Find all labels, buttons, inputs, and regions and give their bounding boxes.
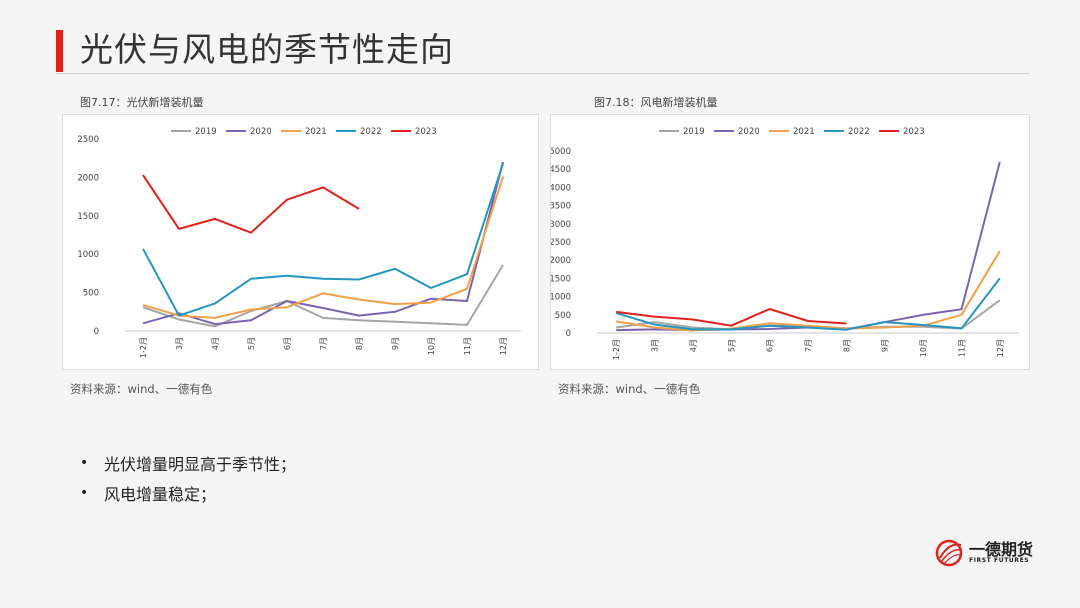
series-line-2022 [615, 277, 1001, 331]
source-note-solar: 资料来源：wind、一德有色 [70, 382, 213, 396]
y-tick-label: 3500 [551, 202, 571, 212]
series-line-2021 [142, 176, 504, 319]
legend-label: 2022 [360, 127, 382, 137]
legend-label: 2019 [195, 127, 217, 137]
legend-label: 2021 [305, 127, 327, 137]
y-tick-label: 5000 [551, 147, 571, 157]
legend-item: 2020 [226, 127, 272, 137]
x-tick-label: 8月 [842, 339, 851, 352]
x-tick-label: 8月 [355, 337, 364, 350]
solar-installation-chart: 2019 2020 2021 2022 2023 0 500 1000 1500 2000 2500… [77, 127, 521, 358]
y-tick-label: 0 [566, 329, 571, 339]
legend-label: 2020 [250, 127, 272, 137]
figure-caption-wind: 图7.18：风电新增装机量 [594, 96, 718, 109]
x-tick-label: 12月 [499, 337, 508, 355]
series-line-2019 [142, 264, 504, 328]
legend-item: 2019 [659, 127, 705, 137]
x-tick-label: 11月 [957, 339, 966, 357]
y-tick-label: 1000 [77, 250, 99, 260]
bullet-list: • 光伏增量明显高于季节性； • 风电增量稳定； [80, 448, 296, 508]
title-divider [56, 73, 1030, 74]
series-line-2020 [616, 161, 1001, 332]
bullet-marker: • [80, 455, 89, 471]
bullet-item: • 光伏增量明显高于季节性； [80, 448, 296, 478]
legend-label: 2022 [848, 127, 870, 137]
legend-label: 2021 [793, 127, 815, 137]
figure-caption-solar: 图7.17：光伏新增装机量 [80, 96, 204, 109]
y-tick-label: 2500 [551, 238, 571, 248]
x-tick-label: 10月 [427, 337, 436, 355]
legend-item: 2019 [171, 127, 217, 137]
y-tick-label: 0 [94, 327, 99, 337]
wind-installation-chart: 2019 2020 2021 2022 2023 0 500 1000 1500 2000 2500… [551, 127, 1019, 360]
x-tick-label: 7月 [804, 339, 813, 352]
x-tick-label: 4月 [689, 339, 698, 352]
x-tick-label: 9月 [881, 339, 890, 352]
y-tick-label: 500 [555, 311, 571, 321]
legend-label: 2019 [683, 127, 705, 137]
x-tick-label: 3月 [651, 339, 660, 352]
x-tick-label: 6月 [283, 337, 292, 350]
y-tick-label: 2000 [77, 173, 99, 183]
x-tick-label: 3月 [175, 337, 184, 350]
series-line-2023 [616, 308, 847, 327]
y-tick-label: 1500 [77, 212, 99, 222]
series-line-2023 [142, 174, 360, 234]
y-tick-label: 500 [83, 289, 99, 299]
y-tick-label: 4000 [551, 183, 571, 193]
bullet-marker: • [80, 485, 89, 501]
company-logo: 一德期货 FIRST FUTURES [935, 534, 1035, 570]
x-tick-label: 4月 [211, 337, 220, 350]
legend-item: 2022 [824, 127, 870, 137]
y-tick-label: 1500 [551, 274, 571, 284]
title-accent-bar [56, 30, 63, 72]
x-tick-label: 11月 [463, 337, 472, 355]
chart-panel-solar: 2019 2020 2021 2022 2023 0 500 1000 1500 2000 2500… [62, 114, 539, 370]
series-line-2020 [142, 161, 504, 326]
x-tick-label: 1-2月 [139, 337, 148, 358]
y-tick-label: 4500 [551, 165, 571, 175]
bullet-text: 风电增量稳定； [104, 485, 217, 504]
legend-label: 2020 [738, 127, 760, 137]
page-title: 光伏与风电的季节性走向 [80, 30, 454, 69]
legend-item: 2023 [391, 127, 437, 137]
x-tick-label: 1-2月 [612, 339, 621, 360]
legend-item: 2021 [769, 127, 815, 137]
x-tick-label: 5月 [247, 337, 256, 350]
bullet-text: 光伏增量明显高于季节性； [104, 455, 297, 474]
legend-label: 2023 [415, 127, 437, 137]
series-line-2022 [142, 163, 504, 317]
x-tick-label: 10月 [919, 339, 928, 357]
source-note-wind: 资料来源：wind、一德有色 [558, 382, 701, 396]
y-tick-label: 3000 [551, 220, 571, 230]
y-tick-label: 2500 [77, 135, 99, 145]
x-tick-label: 9月 [391, 337, 400, 350]
y-tick-label: 1000 [551, 293, 571, 303]
x-tick-label: 12月 [996, 339, 1005, 357]
bullet-item: • 风电增量稳定； [80, 478, 296, 508]
y-tick-label: 2000 [551, 256, 571, 266]
logo-mark-icon [935, 539, 963, 567]
x-tick-label: 7月 [319, 337, 328, 350]
legend-item: 2023 [879, 127, 925, 137]
legend-label: 2023 [903, 127, 925, 137]
x-tick-label: 6月 [766, 339, 775, 352]
logo-en-text: FIRST FUTURES [969, 557, 1030, 564]
chart-panel-wind: 2019 2020 2021 2022 2023 0 500 1000 1500 2000 2500… [550, 114, 1030, 370]
legend-item: 2020 [714, 127, 760, 137]
legend-item: 2021 [281, 127, 327, 137]
series-line-2021 [616, 250, 1001, 332]
logo-cn-text: 一德期货 [969, 540, 1034, 559]
x-tick-label: 5月 [727, 339, 736, 352]
legend-item: 2022 [336, 127, 382, 137]
